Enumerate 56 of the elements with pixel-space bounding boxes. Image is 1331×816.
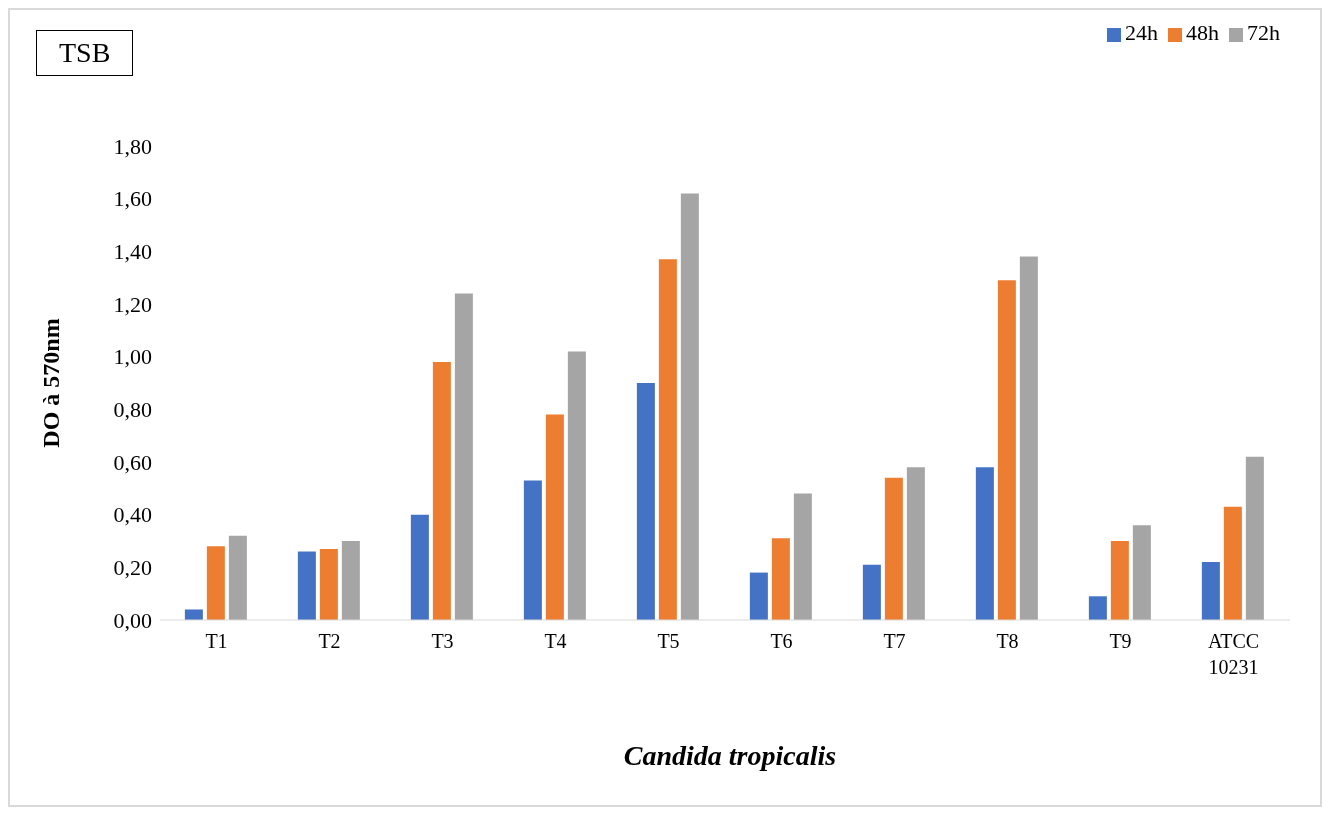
bar — [658, 259, 677, 620]
x-tick-label: T1 — [205, 630, 228, 652]
y-tick-label: 0,80 — [113, 397, 152, 423]
bar — [749, 572, 768, 620]
legend-label: 48h — [1186, 20, 1219, 45]
y-tick-label: 1,60 — [113, 186, 152, 212]
bar — [523, 480, 542, 620]
y-axis-title: DO à 570nm — [37, 318, 64, 448]
y-tick-label: 1,40 — [113, 239, 152, 265]
x-tick-label: T5 — [657, 630, 680, 652]
y-tick-label: 0,00 — [113, 607, 152, 633]
y-tick-label: 1,00 — [113, 344, 152, 370]
bar — [184, 609, 203, 620]
bar — [793, 493, 812, 620]
bar — [636, 383, 655, 620]
bar — [319, 548, 338, 620]
y-tick-label: 0,60 — [113, 449, 152, 475]
bar — [1223, 506, 1242, 620]
legend-label: 72h — [1247, 20, 1280, 45]
bar — [771, 538, 790, 620]
x-tick-label: T7 — [883, 630, 906, 652]
bar — [975, 467, 994, 620]
bar — [1019, 256, 1038, 620]
bar — [1132, 525, 1151, 620]
bar — [1110, 541, 1129, 620]
bar — [680, 193, 699, 620]
x-tick-label: T4 — [544, 630, 567, 652]
y-tick-label: 0,40 — [113, 502, 152, 528]
bar — [297, 551, 316, 620]
bar — [228, 535, 247, 620]
bar — [1088, 596, 1107, 620]
bar — [206, 546, 225, 620]
bar — [341, 541, 360, 620]
bar — [862, 564, 881, 620]
bar — [884, 477, 903, 620]
y-tick-label: 1,80 — [113, 133, 152, 159]
text: TSB — [36, 30, 134, 76]
bar — [410, 514, 429, 620]
bar — [432, 361, 451, 620]
bar — [1245, 456, 1264, 620]
bar — [1201, 562, 1220, 620]
bar — [454, 293, 473, 620]
x-tick-label: T8 — [996, 630, 1019, 652]
x-tick-label: T3 — [431, 630, 454, 652]
bar — [906, 467, 925, 620]
y-tick-label: 1,20 — [113, 291, 152, 317]
bar — [997, 280, 1016, 620]
x-axis-title: Candida tropicalis — [622, 740, 838, 772]
bar — [545, 414, 564, 620]
legend-label: 24h — [1125, 20, 1158, 45]
bar — [567, 351, 586, 620]
x-tick-label: T9 — [1109, 630, 1132, 652]
y-tick-label: 0,20 — [113, 555, 152, 581]
x-tick-label: T6 — [770, 630, 793, 652]
x-tick-label: T2 — [318, 630, 341, 652]
x-tick-label: ATCC 10231 — [1207, 630, 1260, 678]
